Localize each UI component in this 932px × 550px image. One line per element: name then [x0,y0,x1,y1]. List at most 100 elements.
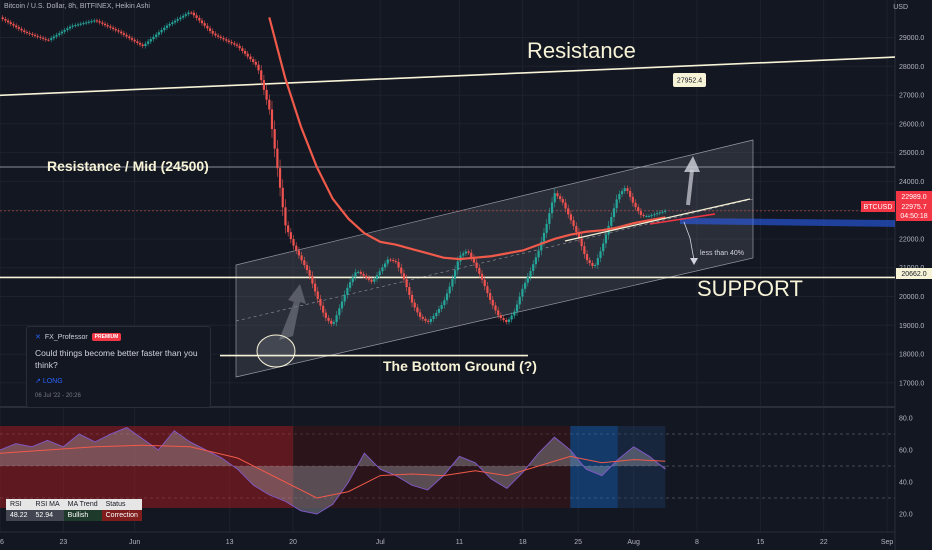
candle-body [639,211,643,216]
candle-body [413,302,416,308]
candle-body [319,298,322,306]
status-value: Correction [101,510,142,521]
candle-body [249,56,252,60]
candle-body [324,312,327,318]
time-tick-label: 13 [226,539,234,546]
candle-body [149,39,152,42]
candle-body [346,287,349,295]
candle-body [311,275,314,284]
idea-author[interactable]: FX_Professor [44,333,88,341]
candle-body [58,33,61,35]
candle-body [583,246,586,255]
resistance-line [0,56,896,97]
price-tick-label: 20000.0 [899,294,924,301]
candle-body [612,208,616,218]
candle-body [542,232,546,242]
candle-body [572,220,575,227]
candle-body [292,239,295,246]
candle-body [357,271,360,273]
candle-body [594,264,597,267]
candle-body [513,311,516,316]
candle-body [198,17,201,21]
candle-body [591,263,594,267]
candle-body [529,270,532,277]
candle-body [416,307,419,313]
candle-body [467,251,470,253]
candle-body [208,28,212,31]
candle-body [141,44,144,47]
candle-body [367,277,371,280]
candle-body [655,213,659,215]
projection-band [680,218,895,227]
candle-body [448,286,451,294]
candle-body [44,38,47,40]
idea-card[interactable]: ✕ FX_Professor PREMIUM Could things beco… [26,326,211,408]
candle-body [52,36,55,39]
candle-body [268,99,271,110]
svg-text:20662.0: 20662.0 [901,271,926,278]
price-tick-label: 29000.0 [899,35,924,42]
time-tick-label: 23 [59,539,67,546]
candle-body [262,80,266,90]
candle-body [179,17,182,20]
candle-body [82,23,85,25]
candle-body [31,33,34,35]
candle-body [12,23,15,26]
candle-body [112,27,115,30]
candle-body [147,41,150,44]
candle-body [351,277,354,283]
candle-body [338,308,341,316]
candle-body [160,30,163,33]
candle-body [445,293,449,301]
candle-body [300,255,303,261]
candle-body [362,273,365,276]
time-tick-label: 25 [574,539,582,546]
high-price-tag: 22989.0 [896,191,932,202]
status-header: Status [101,499,142,510]
candle-body [6,20,10,23]
candle-body [39,36,42,38]
candle-body [421,316,424,319]
candle-body [214,33,217,36]
candle-body [87,21,90,23]
time-tick-label: 16 [0,539,4,546]
candle-body [451,279,454,287]
candle-body [273,129,276,149]
candle-body [567,208,570,215]
candle-body [375,275,379,280]
candle-body [521,288,524,297]
candle-body [71,25,74,27]
candle-body [664,210,667,212]
candle-body [171,22,174,25]
channel-midline [235,198,754,322]
rsi-ma-value: 52.94 [31,510,64,521]
candle-body [354,272,357,278]
candle-body [295,245,298,251]
rsi-zone [617,426,666,508]
candle-body [79,23,82,25]
candle-body [386,259,389,264]
svg-text:22989.0: 22989.0 [901,194,926,201]
candle-body [569,214,572,221]
candle-body [66,28,69,31]
candle-body [195,15,198,18]
candle-body [524,282,527,289]
candle-body [620,191,624,195]
candle-body [645,215,648,217]
candle-body [424,318,427,321]
candle-body [152,36,155,40]
candles [1,10,667,327]
candle-body [585,254,589,261]
candle-body [340,301,344,309]
candle-body [642,215,645,217]
candle-body [120,31,123,34]
candle-body [497,310,500,316]
time-tick-label: Sep [881,539,894,546]
candle-body [483,279,486,287]
candle-body [335,315,338,323]
candle-body [550,202,554,214]
candle-body [397,261,400,268]
candle-body [211,30,214,34]
rsi-table-values: 48.22 52.94 Bullish Correction [6,510,142,521]
